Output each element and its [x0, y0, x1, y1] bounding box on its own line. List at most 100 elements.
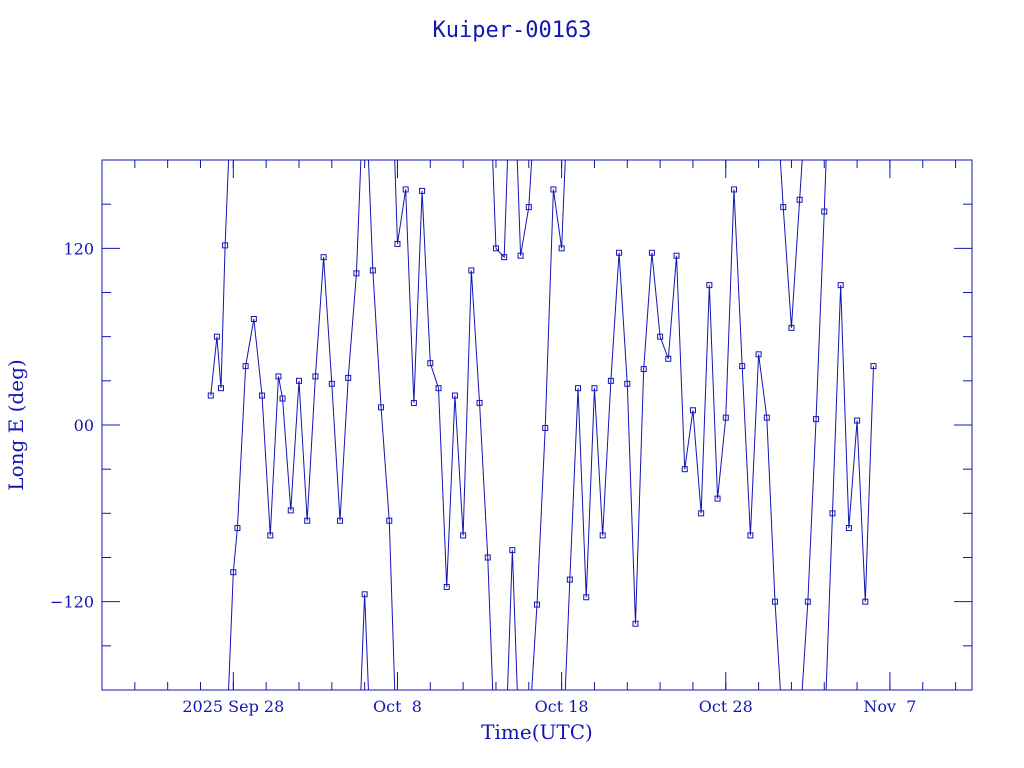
data-point — [386, 517, 393, 524]
data-point — [534, 601, 540, 608]
data-point — [410, 399, 417, 406]
data-point — [788, 324, 795, 331]
data-point — [207, 392, 214, 399]
data-point — [739, 363, 746, 370]
data-point — [673, 252, 680, 259]
data-point — [772, 598, 779, 605]
data-point — [320, 254, 327, 261]
data-point — [279, 395, 286, 402]
data-point — [267, 532, 274, 539]
data-point — [492, 245, 499, 252]
data-point — [763, 414, 770, 421]
data-point — [427, 360, 434, 367]
data-point — [607, 377, 614, 384]
x-tick-label: Oct 28 — [699, 697, 753, 716]
y-axis-label: Long E (deg) — [4, 359, 28, 490]
data-point — [616, 249, 623, 256]
data-point — [804, 598, 811, 605]
data-point — [443, 583, 450, 590]
data-point — [591, 385, 598, 392]
data-point — [624, 380, 631, 387]
data-point — [821, 208, 828, 215]
chart-title: Kuiper-00163 — [433, 18, 592, 43]
data-point — [730, 186, 737, 193]
data-point — [304, 517, 311, 524]
axis-ticks — [101, 160, 972, 690]
data-point — [259, 392, 266, 399]
data-point — [657, 333, 664, 340]
y-tick-label: −120 — [50, 593, 94, 612]
data-point — [476, 399, 483, 406]
data-point — [854, 417, 861, 424]
data-point — [230, 569, 237, 576]
data-point — [435, 385, 442, 392]
x-tick-label: Oct 18 — [535, 697, 589, 716]
data-point — [250, 316, 257, 322]
data-point — [213, 333, 220, 340]
data-point — [484, 554, 491, 561]
data-point — [312, 373, 319, 380]
data-point — [345, 374, 352, 381]
data-point — [328, 380, 335, 387]
data-point — [419, 187, 426, 194]
data-point — [542, 424, 549, 431]
x-tick-label: 2025 Sep 28 — [182, 697, 284, 716]
data-point — [640, 366, 647, 373]
data-point — [517, 252, 524, 259]
data-point — [689, 407, 696, 414]
data-point — [218, 385, 225, 392]
data-point — [583, 594, 590, 601]
data-point — [566, 576, 573, 583]
data-point — [845, 525, 852, 532]
data-point — [295, 377, 302, 384]
data-point — [862, 598, 869, 605]
data-point — [796, 196, 803, 203]
data-point — [451, 392, 458, 399]
x-tick-label: Nov 7 — [863, 697, 916, 716]
data-point — [394, 240, 401, 247]
data-point — [361, 591, 368, 598]
data-point — [755, 351, 762, 358]
data-point — [813, 416, 820, 423]
data-point — [242, 363, 249, 370]
data-point — [275, 373, 282, 380]
data-point — [525, 204, 532, 211]
data-point — [234, 525, 241, 532]
data-point — [599, 532, 606, 539]
data-point — [575, 385, 582, 392]
data-point — [337, 517, 344, 524]
y-tick-label: 00 — [74, 416, 94, 435]
series-group — [207, 160, 877, 690]
data-point — [402, 186, 409, 193]
data-point — [632, 620, 639, 627]
data-point — [468, 267, 475, 274]
series-line-0 — [210, 160, 875, 690]
data-point — [550, 186, 557, 193]
data-point — [706, 282, 713, 289]
data-point — [747, 532, 754, 539]
data-point — [460, 532, 467, 539]
data-point — [837, 282, 844, 289]
data-point — [681, 466, 688, 473]
data-point — [714, 495, 721, 502]
y-tick-label: 120 — [63, 239, 94, 258]
data-point — [558, 245, 565, 252]
data-point — [369, 267, 376, 274]
data-point — [501, 254, 508, 261]
data-point — [722, 414, 729, 421]
data-point — [222, 242, 229, 249]
axis-tick-labels: 120 00 −120 2025 Sep 28 Oct 8 Oct 18 Oct 28 Nov… — [50, 239, 916, 716]
data-point — [780, 204, 787, 211]
x-tick-label: Oct 8 — [373, 697, 422, 716]
x-axis-label: Time(UTC) — [481, 720, 593, 744]
data-point — [665, 355, 672, 362]
data-point — [287, 507, 294, 514]
data-point — [378, 404, 385, 411]
data-point — [353, 270, 360, 277]
data-point — [698, 510, 705, 517]
data-point — [509, 547, 516, 554]
data-point — [648, 249, 655, 256]
data-point — [870, 363, 877, 370]
data-point — [829, 510, 836, 517]
